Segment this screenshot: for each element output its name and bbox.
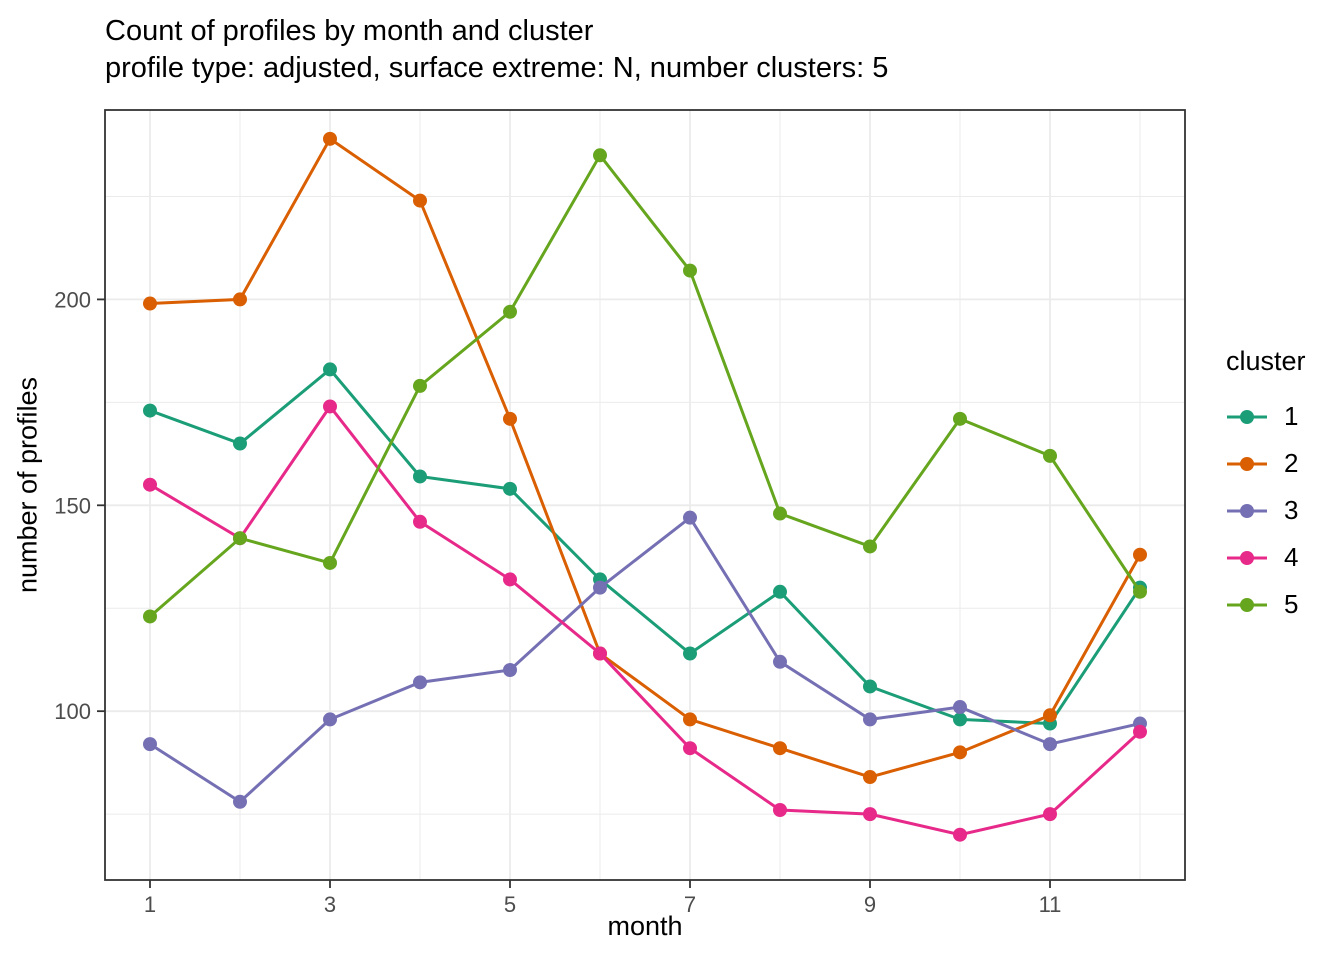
data-point-cluster-2-month-7 — [683, 712, 697, 727]
legend-item-cluster-5: 5 — [1226, 581, 1306, 628]
chart-title: Count of profiles by month and cluster — [105, 15, 594, 47]
data-point-cluster-5-month-3 — [323, 555, 337, 570]
data-point-cluster-2-month-10 — [953, 745, 967, 760]
data-point-cluster-1-month-9 — [863, 679, 877, 694]
series-line-cluster-1 — [149, 367, 1142, 726]
data-point-cluster-4-month-6 — [593, 646, 607, 661]
data-point-cluster-2-month-12 — [1133, 547, 1147, 562]
data-point-cluster-1-month-2 — [233, 436, 247, 451]
data-point-cluster-4-month-10 — [953, 827, 967, 842]
y-axis-title: number of profiles — [12, 376, 43, 594]
data-point-cluster-4-month-11 — [1043, 807, 1057, 822]
data-point-cluster-2-month-9 — [863, 770, 877, 785]
data-point-cluster-3-month-7 — [683, 510, 697, 525]
data-point-cluster-3-month-10 — [953, 700, 967, 715]
data-point-cluster-4-month-9 — [863, 807, 877, 822]
y-tick-label: 100 — [54, 699, 91, 724]
legend-label: 3 — [1284, 495, 1299, 525]
data-point-cluster-4-month-5 — [503, 572, 517, 587]
data-point-cluster-5-month-6 — [593, 148, 607, 163]
data-point-cluster-3-month-8 — [773, 654, 787, 669]
x-tick-label: 5 — [504, 892, 516, 917]
x-tick-label: 3 — [324, 892, 336, 917]
data-point-cluster-5-month-1 — [143, 609, 157, 624]
data-point-cluster-5-month-9 — [863, 539, 877, 554]
legend-item-cluster-1: 1 — [1226, 393, 1306, 440]
data-point-cluster-3-month-3 — [323, 712, 337, 727]
panel-border — [104, 109, 1186, 881]
legend-items: 1 2 3 4 5 — [1226, 393, 1306, 628]
data-point-cluster-2-month-5 — [503, 411, 517, 426]
data-point-cluster-5-month-11 — [1043, 448, 1057, 463]
data-point-cluster-4-month-4 — [413, 514, 427, 529]
data-point-cluster-3-month-9 — [863, 712, 877, 727]
data-point-cluster-3-month-4 — [413, 675, 427, 690]
legend-label: 1 — [1284, 401, 1299, 431]
legend-item-cluster-3: 3 — [1226, 487, 1306, 534]
legend-item-cluster-2: 2 — [1226, 440, 1306, 487]
x-tick-label: 11 — [1039, 892, 1062, 917]
y-tick-label: 200 — [54, 287, 91, 312]
data-point-cluster-4-month-7 — [683, 741, 697, 756]
chart-subtitle: profile type: adjusted, surface extreme:… — [105, 52, 889, 84]
legend-item-cluster-4: 4 — [1226, 534, 1306, 581]
legend-key-icon — [1227, 409, 1267, 424]
x-axis-title: month — [607, 911, 683, 941]
data-point-cluster-2-month-2 — [233, 292, 247, 307]
data-point-cluster-4-month-12 — [1133, 724, 1147, 739]
data-point-cluster-2-month-1 — [143, 296, 157, 311]
data-point-cluster-5-month-5 — [503, 304, 517, 319]
data-point-cluster-1-month-8 — [773, 584, 787, 599]
data-point-cluster-1-month-3 — [323, 362, 337, 377]
x-tick-label: 1 — [144, 892, 156, 917]
series-line-cluster-3 — [149, 515, 1141, 804]
data-point-cluster-3-month-1 — [143, 737, 157, 752]
x-tick-label: 9 — [864, 892, 876, 917]
legend-key-icon — [1227, 456, 1267, 471]
data-point-cluster-2-month-4 — [413, 193, 427, 208]
series-line-cluster-2 — [149, 136, 1142, 779]
legend-title: cluster — [1226, 346, 1306, 376]
data-point-cluster-1-month-1 — [143, 403, 157, 418]
data-point-cluster-5-month-4 — [413, 378, 427, 393]
data-point-cluster-3-month-11 — [1043, 737, 1057, 752]
data-point-cluster-2-month-3 — [323, 131, 337, 146]
data-point-cluster-5-month-12 — [1133, 584, 1147, 599]
data-point-cluster-3-month-5 — [503, 663, 517, 677]
data-point-cluster-4-month-3 — [323, 399, 337, 414]
data-point-cluster-3-month-6 — [593, 580, 607, 595]
x-tick-label: 7 — [684, 892, 696, 917]
data-point-cluster-1-month-4 — [413, 469, 427, 484]
data-point-cluster-5-month-8 — [773, 506, 787, 521]
panel-background — [105, 110, 1185, 880]
legend-key-icon — [1227, 550, 1267, 565]
data-point-cluster-4-month-8 — [773, 803, 787, 817]
legend: cluster 1 2 3 4 5 — [1226, 346, 1306, 628]
legend-label: 4 — [1284, 542, 1299, 572]
data-point-cluster-3-month-2 — [233, 794, 247, 809]
data-point-cluster-1-month-5 — [503, 481, 517, 496]
legend-label: 5 — [1284, 589, 1299, 619]
y-tick-label: 150 — [54, 493, 91, 518]
data-point-cluster-4-month-1 — [143, 477, 157, 492]
data-point-cluster-5-month-2 — [233, 531, 247, 546]
legend-label: 2 — [1284, 448, 1299, 478]
data-point-cluster-5-month-7 — [683, 263, 697, 278]
data-point-cluster-2-month-8 — [773, 741, 787, 756]
data-point-cluster-2-month-11 — [1043, 708, 1057, 723]
series-line-cluster-5 — [149, 152, 1142, 618]
series-line-cluster-4 — [149, 403, 1142, 837]
legend-key-icon — [1227, 597, 1267, 612]
legend-key-icon — [1227, 503, 1267, 518]
data-point-cluster-1-month-7 — [683, 646, 697, 661]
data-point-cluster-5-month-10 — [953, 411, 967, 426]
data-point-cluster-1-month-10 — [953, 712, 967, 727]
